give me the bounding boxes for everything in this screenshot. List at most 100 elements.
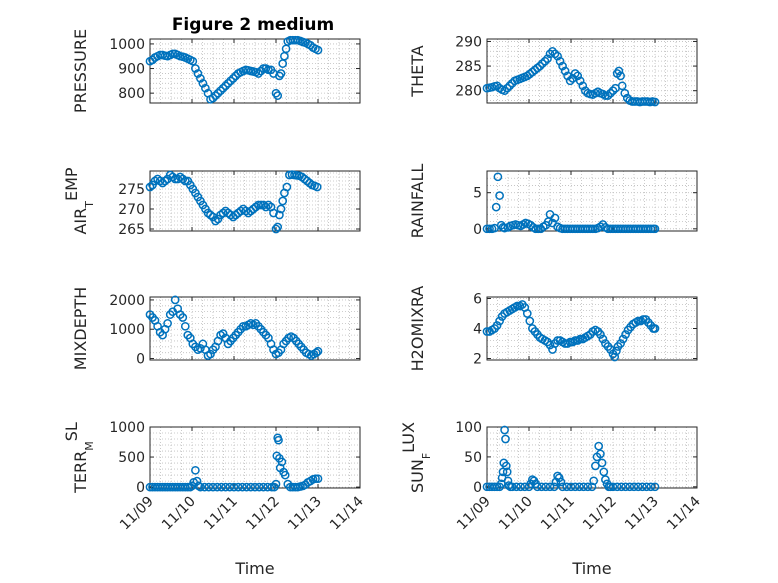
data-point (313, 346, 323, 356)
data-point (502, 467, 512, 477)
data-point (201, 83, 210, 93)
y-tick-label: 1000 (109, 420, 145, 436)
data-point (259, 482, 268, 492)
y-axis-label: THETA (408, 45, 427, 97)
y-axis-label: MIXDEPTH (71, 287, 90, 370)
y-tick-label: 280 (455, 84, 482, 100)
data-point (313, 45, 323, 55)
data-point (507, 482, 517, 492)
y-axis-label: TERRMSL (62, 422, 96, 494)
data-point (558, 482, 567, 492)
y-axis-label: PRESSURE (71, 29, 90, 113)
data-point (650, 224, 660, 234)
data-point (273, 222, 283, 232)
data-point (550, 213, 560, 223)
data-point (601, 475, 610, 484)
data-point (495, 316, 504, 326)
data-point (163, 319, 172, 328)
y-axis-label-rest: EMP (62, 167, 81, 201)
x-tick-label: 11/11 (538, 494, 578, 534)
data-point (188, 56, 198, 66)
x-tick-label: 11/09 (117, 494, 157, 534)
data-point (274, 435, 283, 445)
data-point (178, 174, 188, 184)
data-point (597, 458, 607, 468)
data-point (543, 54, 552, 64)
data-point (570, 482, 580, 492)
grid-lines (486, 426, 698, 488)
x-tick-label: 11/12 (580, 494, 620, 534)
data-point (216, 86, 225, 96)
data-point (208, 482, 218, 492)
x-axis-label: Time (234, 559, 274, 578)
data-point (598, 334, 608, 344)
data-point (280, 470, 290, 480)
data-point (259, 200, 268, 210)
x-tick-label: 11/10 (496, 494, 536, 534)
y-axis-label: H2OMIXRA (408, 286, 427, 372)
x-tick-label: 11/10 (159, 494, 199, 534)
data-point (233, 482, 243, 492)
data-point (218, 329, 228, 338)
data-point (650, 97, 660, 107)
data-point (538, 59, 547, 68)
y-tick-label: 6 (473, 292, 482, 308)
axes-box (149, 296, 361, 361)
data-point (168, 49, 178, 59)
data-point (638, 482, 647, 492)
data-point (566, 482, 576, 492)
data-point (501, 461, 511, 471)
data-point (525, 316, 535, 326)
data-point (502, 83, 512, 93)
data-point (145, 182, 155, 192)
data-point (180, 321, 190, 331)
data-point (531, 224, 541, 234)
data-point (599, 467, 609, 477)
subplot-mixdepth: 0 1000 2000 MIXDEPTH (71, 287, 361, 370)
y-tick-label: 0 (473, 222, 482, 238)
y-tick-label: 800 (118, 86, 145, 102)
data-point (173, 174, 183, 184)
data-point (501, 434, 510, 444)
data-point (196, 343, 205, 353)
data-point (537, 482, 546, 492)
data-point (620, 88, 630, 98)
x-tick-label: 11/13 (622, 494, 662, 534)
data-point (241, 206, 251, 216)
data-series (482, 46, 660, 107)
y-axis-label-main: TERR (71, 451, 90, 494)
y-tick-label: 100 (455, 420, 482, 436)
data-point (170, 295, 180, 305)
data-point (206, 349, 215, 359)
data-point (217, 482, 226, 492)
data-point (254, 482, 264, 492)
data-point (311, 348, 321, 358)
data-point (512, 482, 521, 492)
data-point (629, 482, 639, 492)
data-point (271, 224, 281, 234)
data-point (155, 176, 165, 186)
figure-title: Figure 2 medium (172, 15, 334, 35)
data-point (545, 49, 555, 59)
data-point (612, 482, 622, 492)
data-point (575, 76, 585, 86)
data-point (278, 196, 288, 206)
y-axis-label-rest: LUX (399, 422, 418, 453)
data-point (225, 482, 235, 492)
y-axis-label: SUNFLUX (399, 422, 433, 493)
y-axis-label-main: SUN (408, 459, 427, 493)
axes-box (149, 170, 361, 232)
data-point (178, 313, 188, 322)
subplot-terr_msl: 11/09 11/10 11/11 11/12 11/13 11/14 0 500 1000 TE… (62, 420, 367, 578)
data-point (276, 69, 286, 78)
axes-box (486, 38, 698, 104)
y-tick-label: 50 (464, 450, 482, 466)
data-point (226, 76, 235, 86)
data-point (553, 336, 562, 345)
x-tick-label: 11/14 (664, 493, 704, 533)
y-tick-label: 4 (473, 322, 482, 338)
x-tick-label: 11/09 (454, 494, 494, 534)
data-point (594, 441, 604, 451)
